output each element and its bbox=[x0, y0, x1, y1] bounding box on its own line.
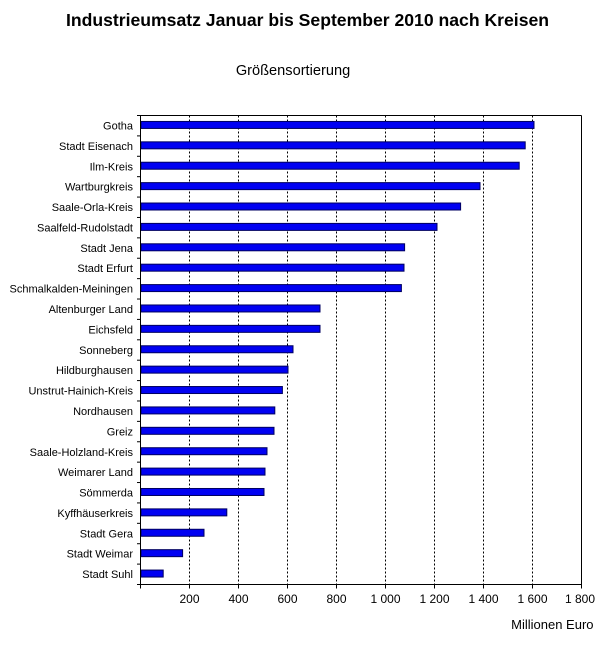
svg-text:Saale-Orla-Kreis: Saale-Orla-Kreis bbox=[52, 202, 134, 214]
svg-text:1 400: 1 400 bbox=[468, 592, 498, 606]
svg-text:Hildburghausen: Hildburghausen bbox=[56, 365, 133, 377]
svg-text:400: 400 bbox=[228, 592, 248, 606]
svg-text:Stadt Erfurt: Stadt Erfurt bbox=[77, 263, 133, 275]
svg-text:Stadt Jena: Stadt Jena bbox=[80, 243, 133, 255]
svg-text:Kyffhäuserkreis: Kyffhäuserkreis bbox=[57, 508, 133, 520]
svg-text:600: 600 bbox=[277, 592, 297, 606]
svg-text:Unstrut-Hainich-Kreis: Unstrut-Hainich-Kreis bbox=[28, 386, 133, 398]
svg-text:1 000: 1 000 bbox=[370, 592, 400, 606]
svg-text:Greiz: Greiz bbox=[107, 426, 133, 438]
svg-text:1 600: 1 600 bbox=[517, 592, 547, 606]
svg-text:Gotha: Gotha bbox=[103, 121, 134, 133]
svg-text:Nordhausen: Nordhausen bbox=[73, 406, 133, 418]
svg-text:1 800: 1 800 bbox=[565, 592, 595, 606]
svg-text:Stadt Suhl: Stadt Suhl bbox=[82, 569, 133, 581]
svg-text:Altenburger Land: Altenburger Land bbox=[49, 304, 133, 316]
svg-text:Sömmerda: Sömmerda bbox=[79, 488, 134, 500]
svg-text:Saalfeld-Rudolstadt: Saalfeld-Rudolstadt bbox=[37, 222, 133, 234]
svg-text:Sonneberg: Sonneberg bbox=[79, 345, 133, 357]
svg-text:Stadt Eisenach: Stadt Eisenach bbox=[59, 141, 133, 153]
svg-text:Stadt Gera: Stadt Gera bbox=[80, 528, 134, 540]
svg-text:Saale-Holzland-Kreis: Saale-Holzland-Kreis bbox=[30, 447, 134, 459]
svg-text:200: 200 bbox=[179, 592, 199, 606]
svg-text:Weimarer Land: Weimarer Land bbox=[58, 467, 133, 479]
svg-text:Industrieumsatz Januar bis Sep: Industrieumsatz Januar bis September 201… bbox=[66, 10, 549, 30]
svg-text:Millionen Euro: Millionen Euro bbox=[511, 617, 593, 632]
svg-text:Ilm-Kreis: Ilm-Kreis bbox=[90, 161, 134, 173]
svg-text:1 200: 1 200 bbox=[419, 592, 449, 606]
svg-text:Schmalkalden-Meiningen: Schmalkalden-Meiningen bbox=[9, 284, 133, 296]
svg-text:800: 800 bbox=[326, 592, 346, 606]
svg-text:Eichsfeld: Eichsfeld bbox=[88, 324, 133, 336]
svg-text:Größensortierung: Größensortierung bbox=[236, 63, 350, 79]
svg-text:Stadt Weimar: Stadt Weimar bbox=[67, 549, 134, 561]
svg-text:Wartburgkreis: Wartburgkreis bbox=[65, 182, 134, 194]
